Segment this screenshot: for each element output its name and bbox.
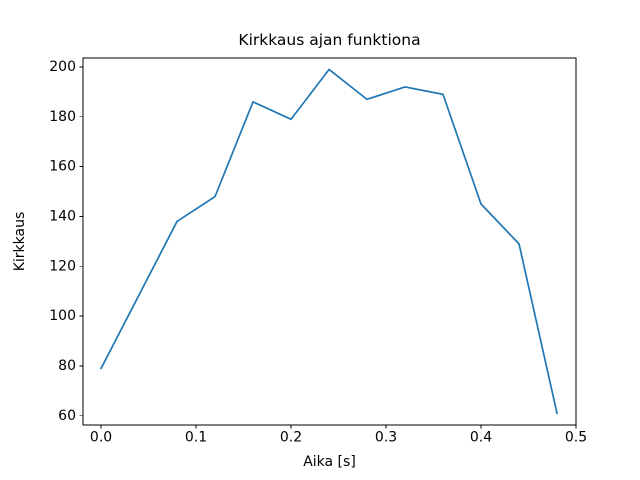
axes-spines: [82, 57, 577, 426]
plot-area-background: [83, 58, 576, 425]
data-series-line: [100, 68, 558, 415]
y-tick-label: 180: [49, 109, 76, 125]
y-tick-label: 80: [58, 358, 76, 374]
x-tick-label: 0.5: [565, 430, 587, 446]
y-tick-label: 200: [49, 59, 76, 75]
x-tick-label: 0.3: [375, 430, 397, 446]
y-tick-label: 160: [49, 159, 76, 175]
x-tick-label: 0.0: [90, 430, 112, 446]
x-tick-label: 0.1: [185, 430, 207, 446]
y-tick-label: 140: [49, 208, 76, 224]
x-axis-ticks: 0.0 0.1 0.2 0.3 0.4 0.5: [90, 425, 587, 446]
y-tick-label: 60: [58, 408, 76, 424]
x-tick-label: 0.2: [280, 430, 302, 446]
x-axis-label: Aika [s]: [303, 454, 356, 470]
chart-title: Kirkkaus ajan funktiona: [238, 31, 420, 49]
y-tick-label: 100: [49, 308, 76, 324]
y-axis-ticks: 60 80 100 120 140 160 180 200: [49, 59, 83, 424]
y-tick-label: 120: [49, 258, 76, 274]
x-tick-label: 0.4: [470, 430, 492, 446]
y-axis-label: Kirkkaus: [12, 212, 28, 272]
